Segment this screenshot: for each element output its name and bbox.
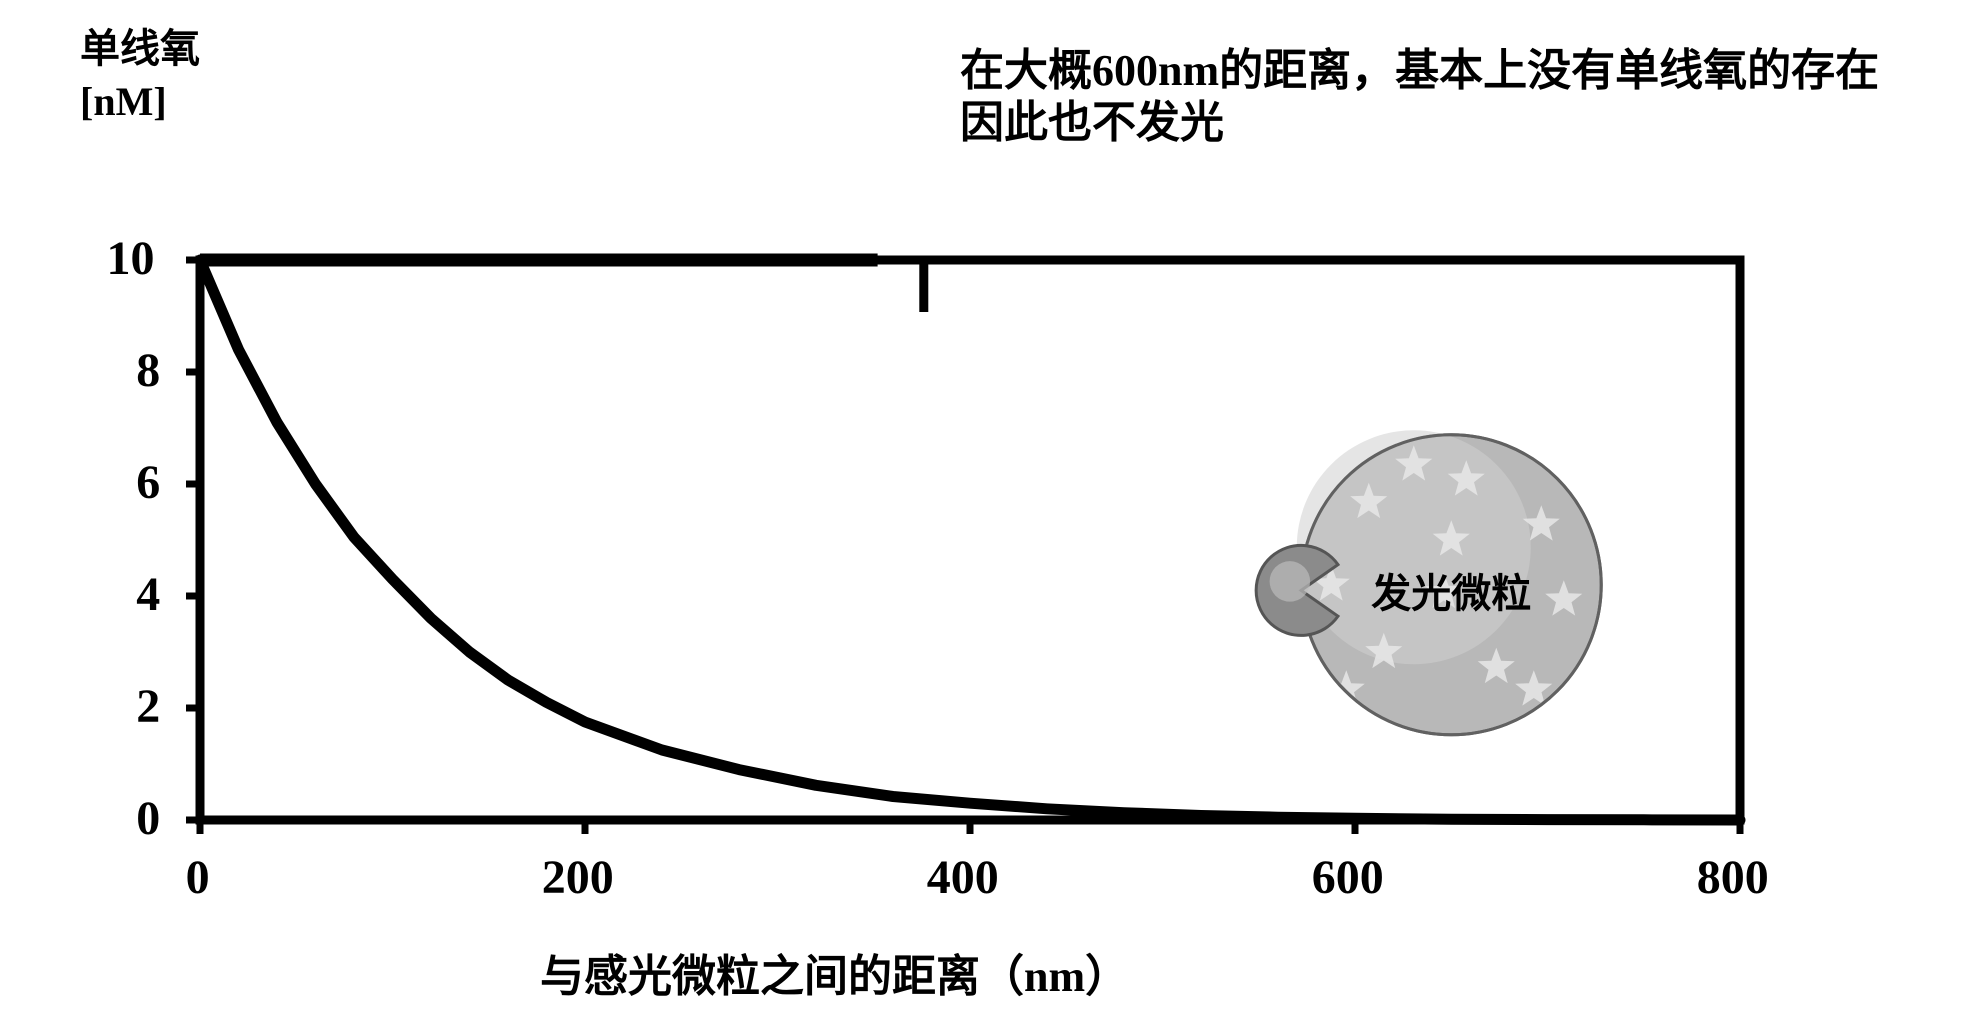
- x-tick-label: 800: [1697, 850, 1769, 905]
- x-axis-title: 与感光微粒之间的距离（nm）: [540, 940, 1129, 1004]
- y-tick-label: 8: [136, 343, 160, 398]
- y-tick-label: 0: [136, 791, 160, 846]
- x-tick-label: 400: [927, 850, 999, 905]
- y-tick-label: 4: [136, 567, 160, 622]
- y-tick-label: 2: [136, 679, 160, 734]
- x-tick-label: 0: [186, 850, 210, 905]
- x-tick-label: 200: [542, 850, 614, 905]
- y-tick-label: 6: [136, 455, 160, 510]
- y-tick-label: 10: [106, 231, 154, 286]
- particle-label: 发光微粒: [1371, 561, 1531, 619]
- x-tick-label: 600: [1312, 850, 1384, 905]
- chart-stage: 单线氧 [nM] 在大概600nm的距离，基本上没有单线氧的存在 因此也不发光 …: [0, 0, 1966, 1027]
